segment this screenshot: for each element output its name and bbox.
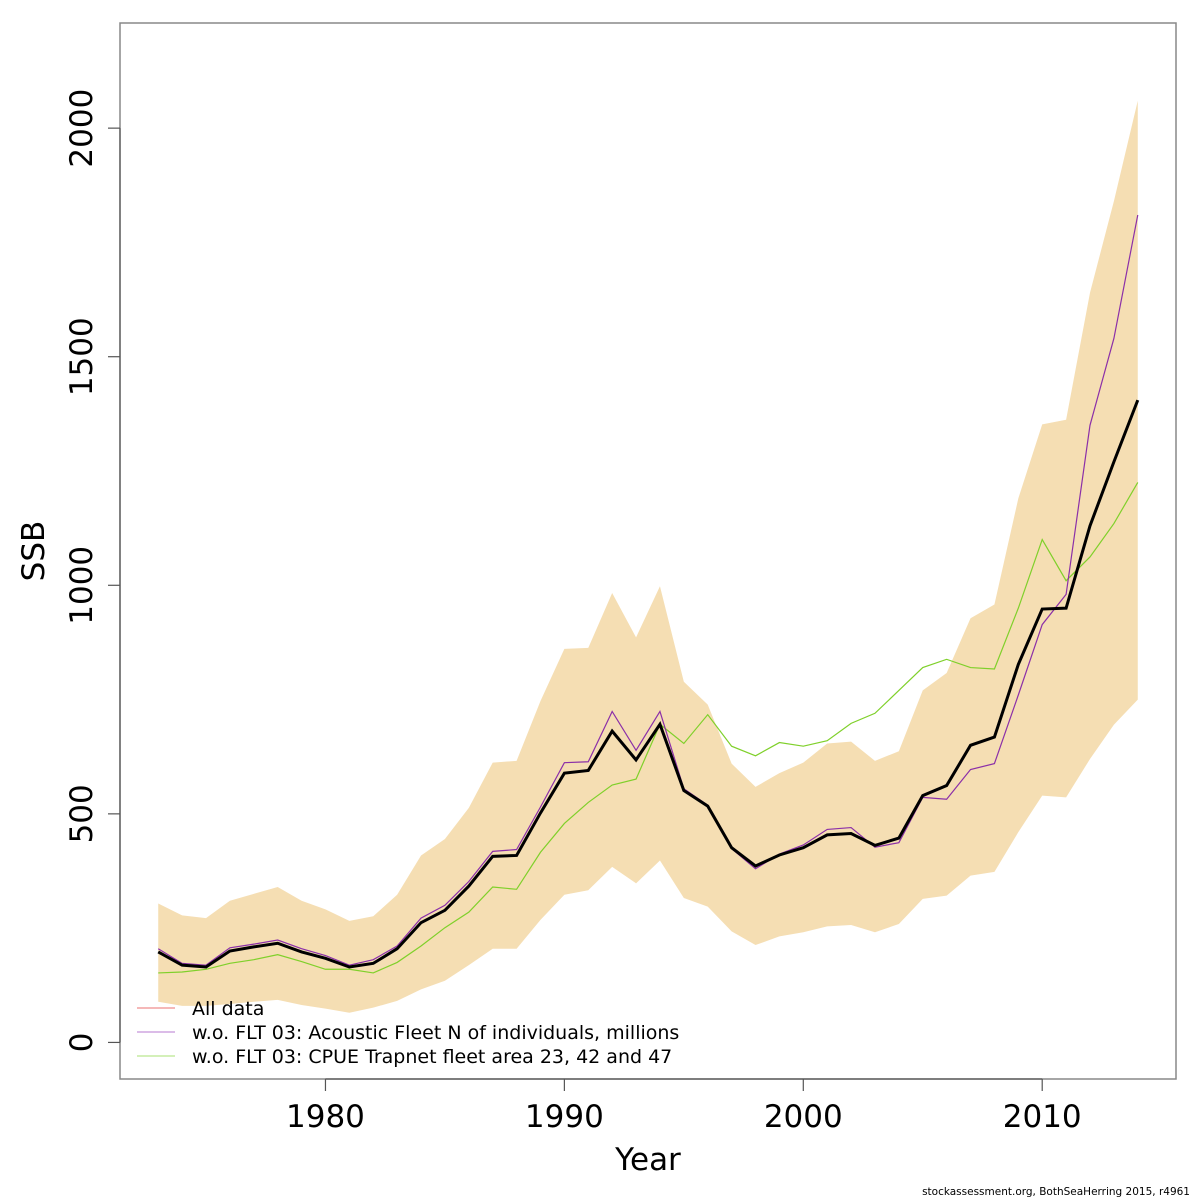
x-tick-label: 1990 bbox=[525, 1099, 604, 1135]
series-line-1 bbox=[157, 214, 1139, 966]
x-axis: 1980 1990 2000 2010 bbox=[286, 1078, 1082, 1135]
legend-label: w.o. FLT 03: Acoustic Fleet N of individ… bbox=[192, 1022, 679, 1044]
y-axis: 0 500 1000 1500 2000 bbox=[64, 89, 121, 1053]
y-tick-label: 0 bbox=[64, 1033, 100, 1053]
legend-item: w.o. FLT 03: Acoustic Fleet N of individ… bbox=[137, 1022, 679, 1044]
series-layer bbox=[157, 214, 1140, 974]
x-axis-title: Year bbox=[614, 1142, 681, 1178]
series-0 bbox=[158, 482, 1139, 974]
legend-item: w.o. FLT 03: CPUE Trapnet fleet area 23,… bbox=[137, 1046, 672, 1068]
y-tick-label: 500 bbox=[64, 784, 100, 843]
all-data-line bbox=[157, 399, 1140, 969]
x-tick-label: 1980 bbox=[286, 1099, 365, 1135]
legend-item: All data bbox=[137, 998, 264, 1020]
x-tick-label: 2000 bbox=[764, 1099, 843, 1135]
confidence-band bbox=[158, 100, 1138, 1013]
series-2 bbox=[157, 399, 1140, 969]
series-1 bbox=[157, 214, 1139, 966]
footer-credit: stockassessment.org, BothSeaHerring 2015… bbox=[922, 1186, 1190, 1198]
y-axis-title: SSB bbox=[16, 521, 52, 582]
legend-label: w.o. FLT 03: CPUE Trapnet fleet area 23,… bbox=[192, 1046, 672, 1068]
y-tick-label: 1000 bbox=[64, 546, 100, 625]
y-tick-label: 1500 bbox=[64, 317, 100, 396]
legend-label: All data bbox=[192, 998, 264, 1020]
y-tick-label: 2000 bbox=[64, 89, 100, 168]
x-tick-label: 2010 bbox=[1003, 1099, 1082, 1135]
confidence-band-layer bbox=[158, 100, 1138, 1013]
series-line-0 bbox=[158, 482, 1139, 974]
